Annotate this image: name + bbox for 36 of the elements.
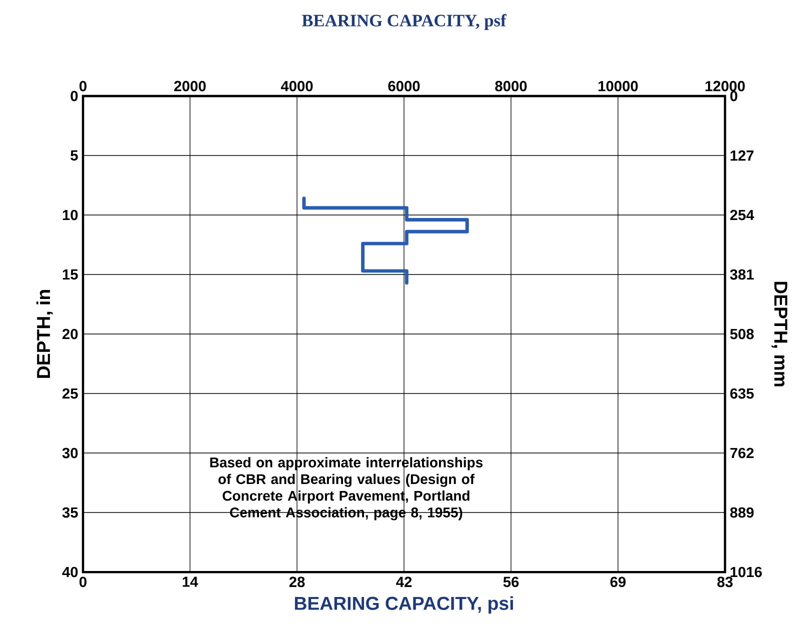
y-tick-label: 20 [62,328,78,340]
x-tick-label: 14 [182,576,198,587]
x2-tick-label: 2000 [174,80,206,92]
y-tick-label: 0 [70,90,78,102]
x2-tick-label: 6000 [388,80,420,92]
x-axis-title: BEARING CAPACITY, psi [294,596,513,614]
y2-tick-label: 762 [730,448,754,458]
y2-tick-label: 508 [730,328,754,340]
y-tick-label: 30 [62,448,78,458]
x-tick-label: 69 [610,576,626,588]
y2-tick-label: 127 [730,150,754,161]
y-tick-label: 25 [62,388,78,399]
x-tick-label: 83 [717,576,733,588]
x-tick-label: 28 [289,576,305,588]
x2-tick-label: 8000 [495,80,527,92]
x2-tick-label: 0 [80,80,86,92]
y-axis-title: DEPTH, in [36,290,53,378]
y2-tick-label: 0 [730,90,738,102]
x-tick-label: 0 [80,576,86,588]
x-tick-label: 42 [396,576,412,587]
y2-tick-label: 254 [730,210,754,220]
x2-tick-label: 4000 [280,80,313,92]
y-tick-label: 10 [62,210,78,220]
y2-tick-label: 381 [730,269,754,280]
y-tick-label: 5 [70,150,78,161]
y-tick-label: 35 [62,507,78,518]
x2-tick-label: 10000 [598,80,638,92]
y-tick-label: 40 [62,566,78,578]
x2-axis-title: BEARING CAPACITY, psf [302,14,506,30]
x-tick-label: 56 [503,576,519,588]
x2-tick-label: 12000 [706,80,745,92]
y2-axis-title: DEPTH, mm [772,282,788,386]
y2-tick-label: 1016 [730,566,762,578]
y-tick-label: 15 [62,269,78,280]
y2-tick-label: 635 [730,388,754,399]
y2-tick-label: 889 [730,507,754,518]
